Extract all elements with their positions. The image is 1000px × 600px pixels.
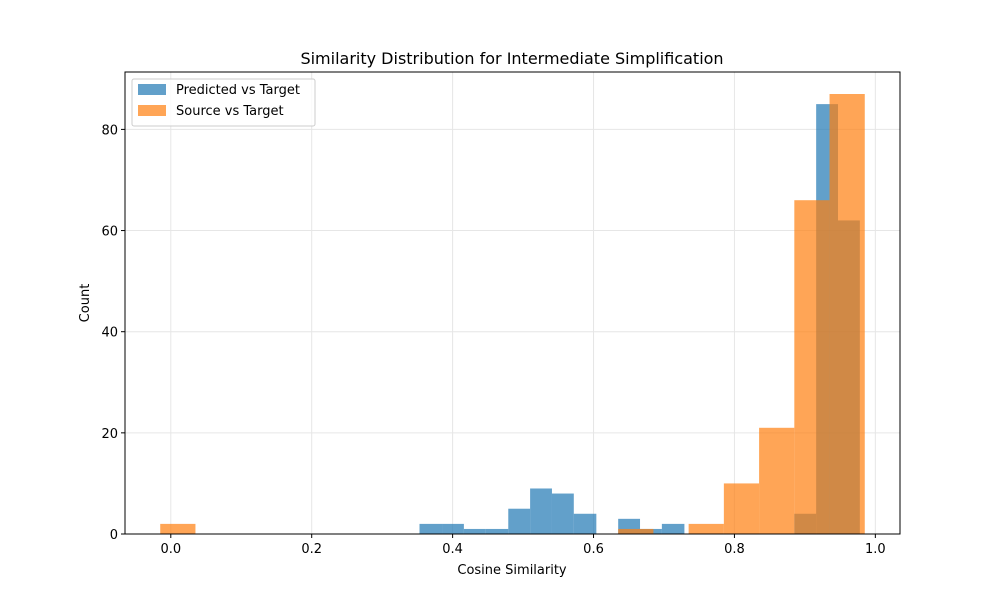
histogram-bar [442, 523, 464, 534]
histogram-bar [463, 528, 486, 534]
histogram-bar [160, 523, 196, 534]
x-axis-title: Cosine Similarity [457, 563, 567, 578]
x-tick-label: 0.6 [583, 542, 604, 557]
histogram-bar [508, 508, 531, 534]
plot-area [124, 71, 901, 535]
legend-label-predicted: Predicted vs Target [176, 83, 300, 98]
x-tick-label: 1.0 [865, 542, 886, 557]
histogram-bar [723, 483, 760, 534]
legend-frame [131, 78, 316, 127]
series-1 [160, 94, 865, 534]
histogram-bar [573, 513, 597, 534]
histogram-bar [661, 523, 685, 534]
y-tick-label: 60 [101, 225, 118, 240]
y-tick-label: 80 [101, 123, 118, 138]
x-tick-label: 0.2 [301, 542, 322, 557]
histogram-bar [530, 488, 552, 534]
y-axis-title: Count [78, 284, 93, 323]
histogram-bar [618, 528, 654, 534]
y-tick-label: 40 [101, 326, 118, 341]
histogram-bar [759, 427, 795, 534]
legend-swatch-predicted [138, 84, 166, 95]
histogram-bar [688, 523, 724, 534]
x-tick-label: 0.4 [442, 542, 463, 557]
histogram-bar [794, 200, 830, 534]
histogram-bar [551, 493, 574, 534]
y-tick-label: 0 [110, 528, 118, 543]
x-tick-label: 0.8 [724, 542, 745, 557]
histogram-bar [829, 94, 865, 534]
chart-title: Similarity Distribution for Intermediate… [300, 49, 723, 68]
legend-label-source: Source vs Target [176, 104, 284, 119]
legend: Predicted vs Target Source vs Target [131, 78, 316, 127]
histogram-bar [419, 523, 443, 534]
histogram-bar [485, 528, 509, 534]
histogram-bars [160, 94, 865, 535]
legend-swatch-source [138, 105, 166, 116]
y-tick-label: 20 [101, 427, 118, 442]
axis-ticks: 0.0 0.2 0.4 0.6 0.8 1.0 0 20 40 60 80 [101, 123, 885, 557]
x-tick-label: 0.0 [160, 542, 181, 557]
